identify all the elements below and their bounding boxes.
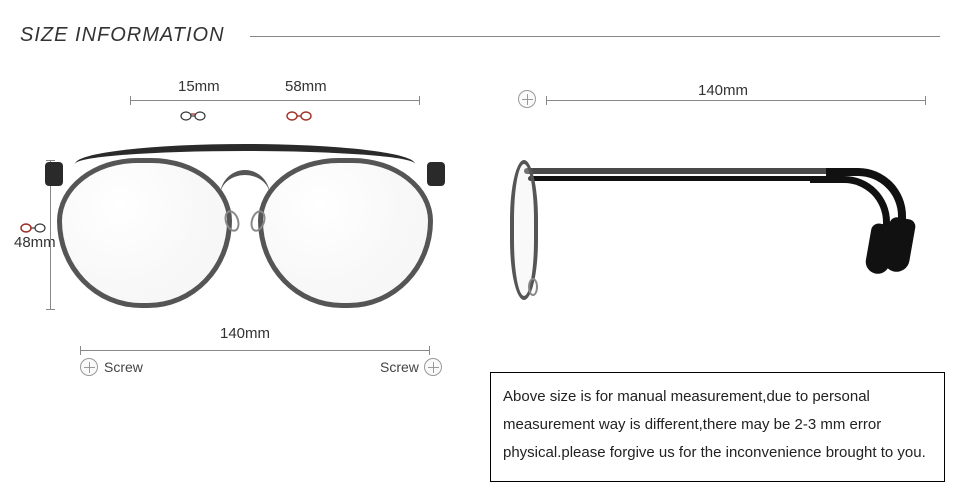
dim-bridge-label: 15mm	[178, 78, 220, 95]
glasses-front-view	[45, 140, 445, 325]
dim-lens-width-label: 58mm	[285, 78, 327, 95]
dim-top-line	[130, 100, 420, 101]
screw-icon	[518, 90, 536, 108]
dim-frame-width-label: 140mm	[220, 325, 270, 342]
frame-nosepad-side	[528, 278, 538, 296]
glasses-side-view	[510, 130, 930, 330]
header-divider	[250, 36, 940, 37]
frame-bridge	[220, 170, 270, 196]
measurement-disclaimer: Above size is for manual measurement,due…	[490, 372, 945, 482]
frame-hinge-right	[427, 162, 445, 186]
frame-lens-right	[258, 158, 433, 308]
screw-icon	[424, 358, 442, 376]
glasses-mini-icon	[286, 108, 312, 118]
section-title: SIZE INFORMATION	[20, 24, 225, 47]
screw-right-label: Screw	[380, 359, 419, 375]
glasses-mini-icon	[180, 108, 206, 118]
dim-temple-length-label: 140mm	[698, 82, 748, 99]
frame-temple-rear	[528, 176, 818, 181]
dim-frame-width-line	[80, 350, 430, 351]
frame-temple-front	[524, 168, 834, 174]
frame-lens-left	[57, 158, 232, 308]
frame-hinge-left	[45, 162, 63, 186]
dim-temple-length-line	[546, 100, 926, 101]
screw-icon	[80, 358, 98, 376]
glasses-mini-icon	[20, 220, 46, 230]
screw-left-label: Screw	[104, 359, 143, 375]
